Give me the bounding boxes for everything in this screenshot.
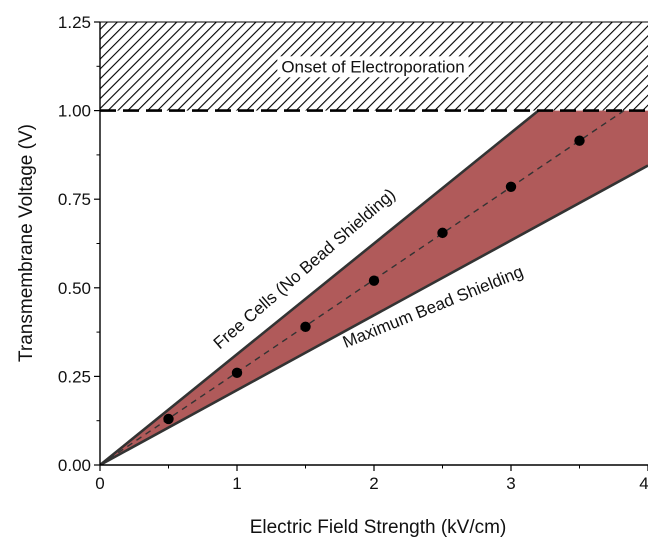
free-cells-line	[100, 109, 540, 465]
y-tick-label: 0.00	[58, 456, 91, 475]
y-tick-label: 0.50	[58, 279, 91, 298]
data-point	[231, 367, 243, 379]
x-tick-label: 2	[369, 474, 378, 493]
data-point	[505, 181, 517, 192]
y-tick-label: 1.00	[58, 102, 91, 121]
data-point	[574, 135, 585, 146]
data-point	[368, 275, 380, 286]
x-tick-label: 4	[639, 474, 648, 493]
shielding-band	[100, 110, 648, 465]
x-tick-label: 0	[95, 474, 104, 493]
data-point	[437, 227, 448, 239]
x-tick-label: 1	[232, 474, 241, 493]
y-tick-label: 0.75	[58, 190, 91, 209]
onset-label-background	[277, 56, 469, 78]
y-tick-label: 1.25	[58, 13, 91, 32]
x-tick-label: 3	[506, 474, 515, 493]
x-axis-title: Electric Field Strength (kV/cm)	[250, 517, 507, 538]
y-axis-title: Transmembrane Voltage (V)	[16, 124, 37, 362]
annotation-onset-of-electroporation: Onset of Electroporation	[281, 57, 464, 76]
y-tick-label: 0.25	[58, 367, 91, 386]
max-shielding-line	[100, 164, 648, 465]
data-point	[300, 321, 311, 332]
data-point	[163, 413, 174, 425]
